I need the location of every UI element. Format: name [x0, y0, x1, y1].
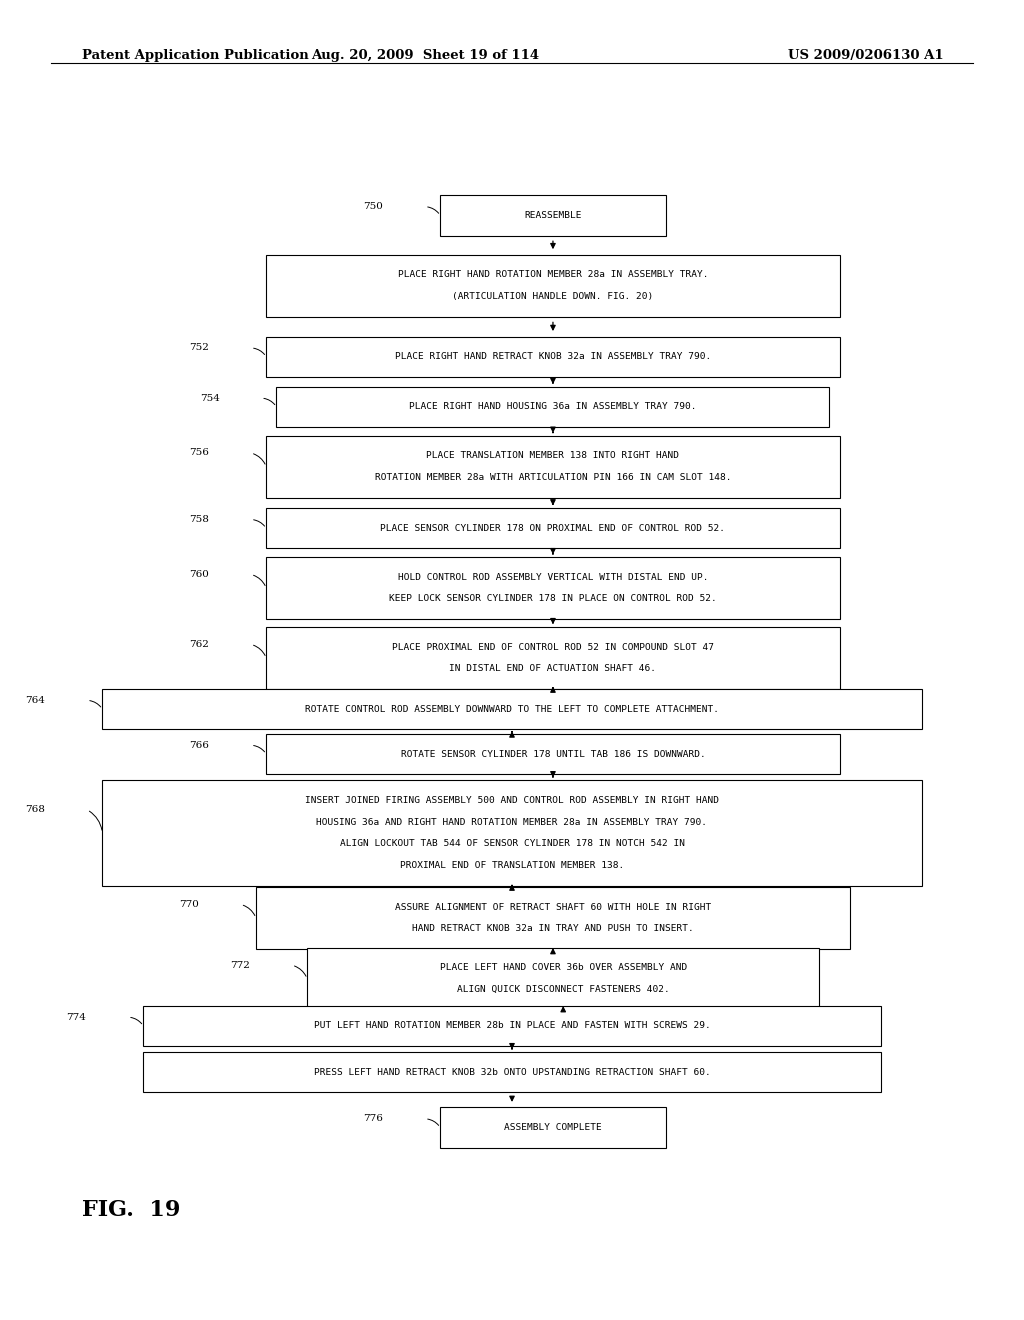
Text: 752: 752 [189, 343, 209, 352]
Bar [102, 689, 922, 729]
Text: PUT LEFT HAND ROTATION MEMBER 28b IN PLACE AND FASTEN WITH SCREWS 29.: PUT LEFT HAND ROTATION MEMBER 28b IN PLA… [313, 1022, 711, 1031]
Text: PLACE LEFT HAND COVER 36b OVER ASSEMBLY AND: PLACE LEFT HAND COVER 36b OVER ASSEMBLY … [439, 964, 687, 973]
Text: ASSEMBLY COMPLETE: ASSEMBLY COMPLETE [504, 1123, 602, 1133]
Text: PLACE RIGHT HAND RETRACT KNOB 32a IN ASSEMBLY TRAY 790.: PLACE RIGHT HAND RETRACT KNOB 32a IN ASS… [395, 352, 711, 362]
Bar [440, 1107, 666, 1147]
Text: 750: 750 [364, 202, 383, 211]
Text: 770: 770 [179, 900, 199, 909]
Bar [143, 1052, 881, 1093]
Bar [266, 627, 840, 689]
Text: HOLD CONTROL ROD ASSEMBLY VERTICAL WITH DISTAL END UP.: HOLD CONTROL ROD ASSEMBLY VERTICAL WITH … [397, 573, 709, 582]
Text: 768: 768 [26, 805, 45, 814]
Bar [266, 337, 840, 378]
Text: 772: 772 [230, 961, 250, 970]
Text: KEEP LOCK SENSOR CYLINDER 178 IN PLACE ON CONTROL ROD 52.: KEEP LOCK SENSOR CYLINDER 178 IN PLACE O… [389, 594, 717, 603]
Text: 762: 762 [189, 640, 209, 649]
Text: 774: 774 [67, 1012, 86, 1022]
Bar [266, 255, 840, 317]
Text: (ARTICULATION HANDLE DOWN. FIG. 20): (ARTICULATION HANDLE DOWN. FIG. 20) [453, 292, 653, 301]
Text: PLACE RIGHT HAND ROTATION MEMBER 28a IN ASSEMBLY TRAY.: PLACE RIGHT HAND ROTATION MEMBER 28a IN … [397, 271, 709, 280]
Bar [102, 780, 922, 886]
Text: Aug. 20, 2009  Sheet 19 of 114: Aug. 20, 2009 Sheet 19 of 114 [311, 49, 539, 62]
Text: 754: 754 [200, 393, 219, 403]
Text: HAND RETRACT KNOB 32a IN TRAY AND PUSH TO INSERT.: HAND RETRACT KNOB 32a IN TRAY AND PUSH T… [412, 924, 694, 933]
Text: 776: 776 [364, 1114, 383, 1123]
Text: 764: 764 [26, 696, 45, 705]
Text: ROTATE SENSOR CYLINDER 178 UNTIL TAB 186 IS DOWNWARD.: ROTATE SENSOR CYLINDER 178 UNTIL TAB 186… [400, 750, 706, 759]
Text: ASSURE ALIGNMENT OF RETRACT SHAFT 60 WITH HOLE IN RIGHT: ASSURE ALIGNMENT OF RETRACT SHAFT 60 WIT… [395, 903, 711, 912]
Bar [266, 557, 840, 619]
Text: ALIGN QUICK DISCONNECT FASTENERS 402.: ALIGN QUICK DISCONNECT FASTENERS 402. [457, 985, 670, 994]
Text: PLACE SENSOR CYLINDER 178 ON PROXIMAL END OF CONTROL ROD 52.: PLACE SENSOR CYLINDER 178 ON PROXIMAL EN… [381, 524, 725, 533]
Text: 766: 766 [189, 741, 209, 750]
Text: INSERT JOINED FIRING ASSEMBLY 500 AND CONTROL ROD ASSEMBLY IN RIGHT HAND: INSERT JOINED FIRING ASSEMBLY 500 AND CO… [305, 796, 719, 805]
Bar [440, 195, 666, 235]
Text: US 2009/0206130 A1: US 2009/0206130 A1 [788, 49, 944, 62]
Text: REASSEMBLE: REASSEMBLE [524, 211, 582, 220]
Bar [307, 948, 819, 1010]
Text: PLACE RIGHT HAND HOUSING 36a IN ASSEMBLY TRAY 790.: PLACE RIGHT HAND HOUSING 36a IN ASSEMBLY… [410, 403, 696, 412]
Text: ALIGN LOCKOUT TAB 544 OF SENSOR CYLINDER 178 IN NOTCH 542 IN: ALIGN LOCKOUT TAB 544 OF SENSOR CYLINDER… [340, 840, 684, 849]
Text: 760: 760 [189, 570, 209, 579]
Text: ROTATE CONTROL ROD ASSEMBLY DOWNWARD TO THE LEFT TO COMPLETE ATTACHMENT.: ROTATE CONTROL ROD ASSEMBLY DOWNWARD TO … [305, 705, 719, 714]
Text: 756: 756 [189, 449, 209, 458]
Text: IN DISTAL END OF ACTUATION SHAFT 46.: IN DISTAL END OF ACTUATION SHAFT 46. [450, 664, 656, 673]
Text: Patent Application Publication: Patent Application Publication [82, 49, 308, 62]
Text: FIG.  19: FIG. 19 [82, 1199, 180, 1221]
Text: PROXIMAL END OF TRANSLATION MEMBER 138.: PROXIMAL END OF TRANSLATION MEMBER 138. [400, 861, 624, 870]
Bar [266, 436, 840, 498]
Text: HOUSING 36a AND RIGHT HAND ROTATION MEMBER 28a IN ASSEMBLY TRAY 790.: HOUSING 36a AND RIGHT HAND ROTATION MEMB… [316, 817, 708, 826]
Text: ROTATION MEMBER 28a WITH ARTICULATION PIN 166 IN CAM SLOT 148.: ROTATION MEMBER 28a WITH ARTICULATION PI… [375, 473, 731, 482]
Bar [266, 734, 840, 774]
Text: PRESS LEFT HAND RETRACT KNOB 32b ONTO UPSTANDING RETRACTION SHAFT 60.: PRESS LEFT HAND RETRACT KNOB 32b ONTO UP… [313, 1068, 711, 1077]
Text: 758: 758 [189, 515, 209, 524]
Bar [276, 387, 829, 426]
Bar [266, 508, 840, 549]
Bar [256, 887, 850, 949]
Text: PLACE PROXIMAL END OF CONTROL ROD 52 IN COMPOUND SLOT 47: PLACE PROXIMAL END OF CONTROL ROD 52 IN … [392, 643, 714, 652]
Bar [143, 1006, 881, 1045]
Text: PLACE TRANSLATION MEMBER 138 INTO RIGHT HAND: PLACE TRANSLATION MEMBER 138 INTO RIGHT … [426, 451, 680, 461]
